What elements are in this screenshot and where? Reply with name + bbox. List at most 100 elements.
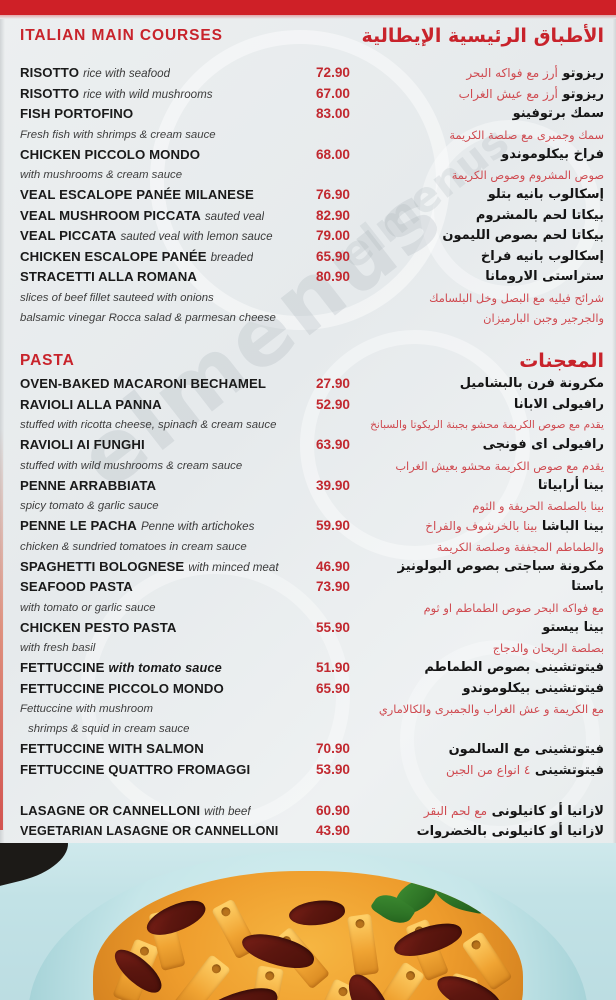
menu-item-row: SEAFOOD PASTA 73.90 bbox=[20, 577, 350, 598]
menu-item-row: LASAGNE OR CANNELLONI with beef 60.90 bbox=[20, 801, 350, 822]
item-price: 52.90 bbox=[315, 396, 350, 412]
item-price: 82.90 bbox=[315, 207, 350, 223]
arabic-item-description: سمك وجمبرى مع صلصة الكريمة bbox=[449, 127, 604, 142]
menu-item-row: FETTUCCINE WITH SALMON 70.90 bbox=[20, 739, 350, 760]
item-price: 76.90 bbox=[315, 187, 350, 202]
menu-item-row: VEAL MUSHROOM PICCATA sauted veal 82.90 bbox=[20, 206, 350, 227]
item-description: slices of beef fillet sauteed with onion… bbox=[20, 291, 214, 304]
item-inline-desc: Penne with artichokes bbox=[140, 520, 255, 533]
item-price: 63.90 bbox=[315, 437, 350, 452]
item-price: 27.90 bbox=[315, 376, 350, 391]
item-name: FETTUCCINE WITH SALMON bbox=[20, 741, 204, 756]
arabic-item-name: بينا الباشا بينا بالخرشوف والفراخ bbox=[425, 519, 604, 534]
item-price: 67.00 bbox=[315, 85, 350, 101]
item-price: 72.90 bbox=[315, 65, 350, 80]
item-name: VEAL MUSHROOM PICCATA sauted veal bbox=[20, 207, 265, 223]
item-price: 46.90 bbox=[315, 558, 350, 574]
item-inline-desc: with beef bbox=[204, 804, 251, 818]
item-price: 70.90 bbox=[315, 741, 350, 756]
food-photo bbox=[0, 843, 616, 1000]
right-edge-strip bbox=[612, 19, 616, 843]
arabic-item-name: فراخ بيكلوموندو bbox=[501, 146, 604, 162]
item-name: RAVIOLI AI FUNGHI bbox=[20, 437, 145, 452]
item-description-line2: balsamic vinegar Rocca salad & parmesan … bbox=[20, 311, 276, 324]
arabic-item-description: مع فواكه البحر صوص الطماطم او ثوم bbox=[423, 600, 604, 615]
item-name: LASAGNE OR CANNELLONI with beef bbox=[20, 802, 251, 818]
item-name: SEAFOOD PASTA bbox=[20, 579, 133, 594]
menu-item-row: RAVIOLI ALLA PANNA 52.90 bbox=[20, 395, 350, 416]
arabic-item-name: ستراستى الارومانا bbox=[485, 269, 604, 284]
arabic-item-name: رافيولى اى فونجى bbox=[482, 437, 604, 452]
arabic-item-name: فيتوتشينى مع السالمون bbox=[448, 741, 604, 757]
item-price: 79.00 bbox=[315, 228, 350, 243]
item-inline-desc: sauted veal with lemon sauce bbox=[120, 230, 273, 243]
arabic-item-name: باستا bbox=[571, 579, 604, 594]
arabic-item-name: إسكالوب بانيه فراخ bbox=[480, 248, 604, 264]
item-description-line2: shrimps & squid in cream sauce bbox=[28, 723, 190, 735]
item-name: RISOTTO rice with wild mushrooms bbox=[20, 85, 213, 101]
menu-item-row: CHICKEN PESTO PASTA 55.90 bbox=[20, 618, 350, 639]
item-inline-desc: rice with wild mushrooms bbox=[83, 87, 213, 101]
item-price: 65.90 bbox=[315, 680, 350, 696]
arabic-item-name: مكرونة فرن بالبشاميل bbox=[459, 376, 604, 391]
menu-item-row: VEGETARIAN LASAGNE OR CANNELLONI 43.90 bbox=[20, 821, 350, 842]
menu-item-row: RISOTTO rice with wild mushrooms 67.00 bbox=[20, 84, 350, 105]
item-description: with tomato or garlic sauce bbox=[20, 601, 156, 614]
menu-content: ITALIAN MAIN COURSES RISOTTO rice with se… bbox=[0, 19, 616, 843]
item-name: RISOTTO rice with seafood bbox=[20, 65, 171, 80]
section-title-pasta: PASTA bbox=[20, 352, 75, 369]
item-description: Fettuccine with mushroom bbox=[20, 703, 153, 715]
arabic-item-name: بيكاتا لحم بصوص الليمون bbox=[442, 228, 604, 243]
item-description: spicy tomato & garlic sauce bbox=[20, 500, 159, 512]
menu-item-row: PENNE LE PACHA Penne with artichokes 59.9… bbox=[20, 516, 350, 537]
item-price: 73.90 bbox=[315, 579, 350, 594]
item-price: 83.00 bbox=[315, 106, 350, 121]
item-description: stuffed with wild mushrooms & cream sauc… bbox=[20, 459, 243, 472]
item-inline-desc: rice with seafood bbox=[83, 67, 171, 80]
menu-item-row: CHICKEN ESCALOPE PANÉE breaded 65.90 bbox=[20, 247, 350, 268]
arabic-item-name: رافيولى الابانا bbox=[513, 396, 604, 412]
item-name: VEAL PICCATA sauted veal with lemon sauce bbox=[20, 228, 273, 243]
menu-item-row: CHICKEN PICCOLO MONDO 68.00 bbox=[20, 145, 350, 166]
menu-item-row: STRACETTI ALLA ROMANA 80.90 bbox=[20, 267, 350, 288]
item-name: STRACETTI ALLA ROMANA bbox=[20, 269, 197, 284]
menu-item-row: RAVIOLI AI FUNGHI 63.90 bbox=[20, 435, 350, 456]
arabic-item-name: إسكالوب بانيه بتلو bbox=[487, 187, 604, 202]
arabic-item-accent: ٤ انواع من الجبن bbox=[445, 763, 531, 777]
top-bar-shadow bbox=[0, 15, 616, 19]
arabic-item-name: ريزوتو أرز مع فواكه البحر bbox=[466, 66, 604, 81]
arabic-item-description: صوص المشروم وصوص الكريمة bbox=[451, 168, 604, 182]
menu-item-row: OVEN-BAKED MACARONI BECHAMEL 27.90 bbox=[20, 374, 350, 395]
item-price: 53.90 bbox=[315, 761, 350, 777]
item-price: 55.90 bbox=[315, 619, 350, 635]
section-title-italian-main-courses: ITALIAN MAIN COURSES bbox=[20, 27, 223, 44]
item-name: RAVIOLI ALLA PANNA bbox=[20, 396, 162, 412]
arabic-item-accent: بينا بالخرشوف والفراخ bbox=[425, 519, 538, 533]
item-name: FISH PORTOFINO bbox=[20, 106, 134, 121]
item-inline-desc: with minced meat bbox=[188, 560, 279, 574]
arabic-item-description: يقدم مع صوص الكريمة محشو بجبنة الريكوتا … bbox=[370, 419, 604, 431]
menu-item-row: FETTUCCINE with tomato sauce 51.90 bbox=[20, 658, 350, 679]
arabic-item-name: ريزوتو أرز مع عيش الغراب bbox=[458, 86, 604, 102]
item-name: OVEN-BAKED MACARONI BECHAMEL bbox=[20, 376, 267, 391]
left-edge-accent bbox=[0, 430, 3, 830]
arabic-item-name: بينا بيستو bbox=[542, 619, 604, 635]
item-price: 68.00 bbox=[315, 146, 350, 162]
section-title-arabic-pasta: المعجنات bbox=[519, 350, 604, 372]
menu-item-row: FETTUCCINE PICCOLO MONDO 65.90 bbox=[20, 679, 350, 700]
section-title-arabic-italian-main-courses: الأطباق الرئيسية الإيطالية bbox=[361, 25, 604, 47]
item-price: 51.90 bbox=[315, 660, 350, 675]
arabic-item-accent: مع لحم البقر bbox=[423, 804, 488, 818]
menu-item-row: VEAL PICCATA sauted veal with lemon sauce… bbox=[20, 226, 350, 247]
item-price: 43.90 bbox=[315, 823, 350, 838]
arabic-item-description: مع الكريمة و عش الغراب والجمبرى والكالام… bbox=[378, 702, 604, 716]
item-name: CHICKEN PICCOLO MONDO bbox=[20, 146, 201, 162]
item-inline-desc: breaded bbox=[210, 250, 254, 264]
arabic-item-name: بيكاتا لحم بالمشروم bbox=[475, 207, 604, 223]
item-name: SPAGHETTI BOLOGNESE with minced meat bbox=[20, 558, 279, 574]
arabic-item-accent: أرز مع عيش الغراب bbox=[458, 86, 558, 101]
item-name: VEGETARIAN LASAGNE OR CANNELLONI bbox=[20, 824, 279, 838]
arabic-item-description: بصلصة الريحان والدجاج bbox=[492, 641, 604, 655]
arabic-item-name: فيتوتشينى بصوص الطماطم bbox=[424, 660, 604, 675]
arabic-item-name: مكرونة سباجتى بصوص البولونيز bbox=[397, 558, 604, 574]
